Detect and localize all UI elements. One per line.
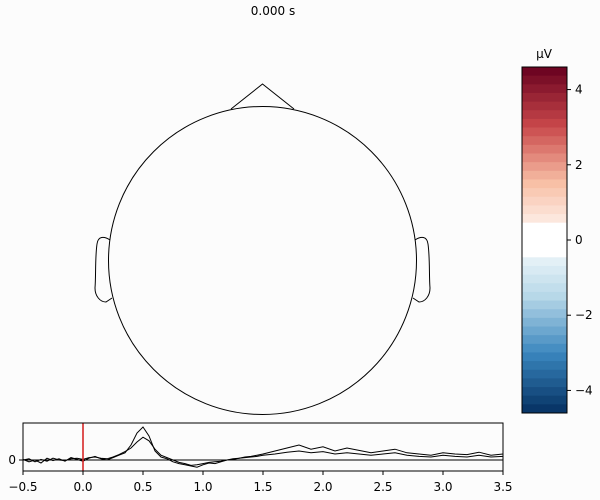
colorbar-band xyxy=(522,214,567,224)
colorbar-band xyxy=(522,257,567,267)
colorbar-bands xyxy=(522,67,567,414)
colorbar-band xyxy=(522,300,567,310)
colorbar-tick-label: 0 xyxy=(575,233,583,247)
colorbar-band xyxy=(522,352,567,362)
head-nose xyxy=(230,83,295,110)
colorbar-band xyxy=(522,84,567,94)
colorbar-band xyxy=(522,170,567,180)
colorbar-band xyxy=(522,222,567,232)
colorbar-band xyxy=(522,240,567,250)
head-circle xyxy=(108,106,417,415)
x-tick-label: 2.5 xyxy=(373,480,392,494)
colorbar-band xyxy=(522,162,567,172)
x-tick-label: 3.0 xyxy=(433,480,452,494)
x-tick-label: 0.5 xyxy=(133,480,152,494)
colorbar-band xyxy=(522,274,567,284)
chart-title: 0.000 s xyxy=(251,4,295,18)
colorbar-band xyxy=(522,317,567,327)
colorbar-band xyxy=(522,387,567,397)
colorbar-band xyxy=(522,136,567,146)
colorbar-band xyxy=(522,179,567,189)
colorbar-band xyxy=(522,309,567,319)
colorbar-band xyxy=(522,343,567,353)
colorbar-band xyxy=(522,326,567,336)
colorbar-band xyxy=(522,144,567,154)
colorbar-band xyxy=(522,231,567,241)
x-tick-label: 3.5 xyxy=(493,480,512,494)
colorbar-band xyxy=(522,283,567,293)
colorbar-tick-label: 4 xyxy=(575,83,583,97)
colorbar: µV 4 2 0 −2 −4 xyxy=(521,47,593,414)
colorbar-band xyxy=(522,404,567,414)
colorbar-band xyxy=(522,291,567,301)
x-tick-label: −0.5 xyxy=(8,480,37,494)
head-left-ear xyxy=(94,236,113,303)
x-tick-label: 1.0 xyxy=(193,480,212,494)
channel-trace xyxy=(23,436,503,466)
colorbar-band xyxy=(522,110,567,120)
colorbar-band xyxy=(522,361,567,371)
x-tick-label: 2.0 xyxy=(313,480,332,494)
x-tick-label: 0.0 xyxy=(73,480,92,494)
colorbar-band xyxy=(522,92,567,102)
colorbar-tick-label: −2 xyxy=(575,308,593,322)
butterfly-plot: −0.5 0.0 0.5 1.0 1.5 2.0 2.5 3.0 3.5 0 xyxy=(8,422,513,494)
colorbar-band xyxy=(522,265,567,275)
colorbar-band xyxy=(522,395,567,405)
colorbar-tick-label: 2 xyxy=(575,158,583,172)
x-tick-label: 1.5 xyxy=(253,480,272,494)
colorbar-band xyxy=(522,369,567,379)
colorbar-tick-label: −4 xyxy=(575,383,593,397)
head-right-ear xyxy=(412,236,431,303)
topomap xyxy=(94,83,431,415)
colorbar-unit-label: µV xyxy=(536,47,553,61)
channel-trace xyxy=(23,426,503,468)
butterfly-frame xyxy=(22,422,504,472)
colorbar-band xyxy=(522,75,567,85)
colorbar-band xyxy=(522,378,567,388)
colorbar-band xyxy=(522,67,567,77)
colorbar-band xyxy=(522,127,567,137)
colorbar-band xyxy=(522,196,567,206)
y-tick-label: 0 xyxy=(8,453,16,467)
colorbar-band xyxy=(522,248,567,258)
colorbar-band xyxy=(522,205,567,215)
colorbar-band xyxy=(522,188,567,198)
colorbar-band xyxy=(522,335,567,345)
colorbar-band xyxy=(522,101,567,111)
colorbar-band xyxy=(522,153,567,163)
colorbar-band xyxy=(522,118,567,128)
